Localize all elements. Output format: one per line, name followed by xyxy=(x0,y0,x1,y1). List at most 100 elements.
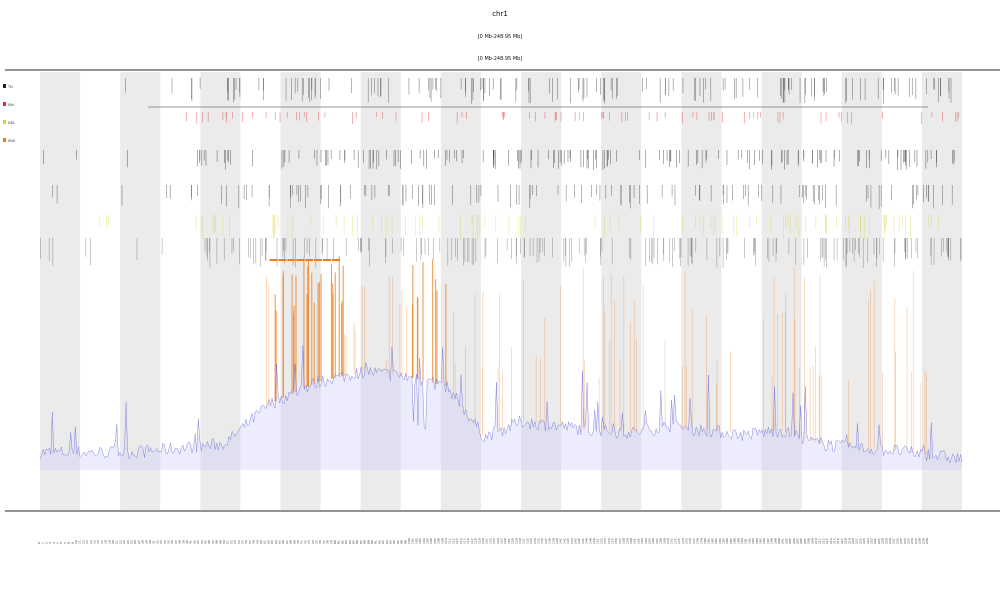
cytoband-stripe xyxy=(120,72,161,510)
legend-label: INV xyxy=(8,103,15,107)
x-tick-label: 207 xyxy=(803,538,807,544)
x-tick-label: 25 xyxy=(130,540,134,544)
x-tick-label: 34 xyxy=(163,540,167,544)
x-tick-label: 179 xyxy=(699,538,703,544)
x-tick-label: 73 xyxy=(307,540,311,544)
x-tick-label: 180 xyxy=(703,538,707,544)
x-tick-label: 62 xyxy=(266,540,270,544)
x-tick-label: 105 xyxy=(426,538,430,544)
x-tick-label: 27 xyxy=(137,540,141,544)
x-tick-label: 177 xyxy=(692,538,696,544)
x-tick-label: 162 xyxy=(636,538,640,544)
x-tick-label: 154 xyxy=(607,538,611,544)
x-tick-label: 61 xyxy=(263,540,267,544)
x-tick-label: 12 xyxy=(81,540,85,544)
x-tick-label: 161 xyxy=(633,538,637,544)
coverage-area xyxy=(39,345,963,470)
x-tick-label: 35 xyxy=(167,540,171,544)
x-tick-label: 30 xyxy=(148,540,152,544)
x-tick-label: 130 xyxy=(518,538,522,544)
legend-label: DEL xyxy=(8,121,15,125)
x-tick-label: 213 xyxy=(825,538,829,544)
x-tick-label: 72 xyxy=(303,540,307,544)
x-tick-label: 188 xyxy=(733,538,737,544)
cytoband-stripe xyxy=(360,72,401,510)
x-tick-label: 173 xyxy=(677,538,681,544)
x-tick-label: 139 xyxy=(551,538,555,544)
x-tick-label: 125 xyxy=(500,538,504,544)
x-tick-label: 109 xyxy=(440,538,444,544)
x-tick-label: 56 xyxy=(244,540,248,544)
x-tick-label: 176 xyxy=(688,538,692,544)
x-tick-label: 40 xyxy=(185,540,189,544)
x-tick-label: 186 xyxy=(725,538,729,544)
x-tick-label: 38 xyxy=(178,540,182,544)
x-tick-label: 32 xyxy=(155,540,159,544)
x-tick-label: 1 xyxy=(41,542,45,544)
x-tick-label: 184 xyxy=(718,538,722,544)
x-tick-label: 142 xyxy=(562,538,566,544)
x-tick-label: 42 xyxy=(192,540,196,544)
x-tick-label: 50 xyxy=(222,540,226,544)
x-tick-label: 141 xyxy=(559,538,563,544)
x-tick-label: 240 xyxy=(925,538,929,544)
x-tick-label: 202 xyxy=(784,538,788,544)
x-tick-label: 210 xyxy=(814,538,818,544)
x-tick-label: 17 xyxy=(100,540,104,544)
cytoband-stripe xyxy=(521,72,562,510)
x-tick-label: 108 xyxy=(437,538,441,544)
x-tick-label: 43 xyxy=(196,540,200,544)
x-tick-label: 237 xyxy=(914,538,918,544)
x-tick-label: 64 xyxy=(274,540,278,544)
x-tick-label: 224 xyxy=(866,538,870,544)
x-tick-label: 87 xyxy=(359,540,363,544)
x-tick-label: 222 xyxy=(858,538,862,544)
legend-swatch xyxy=(3,84,6,88)
x-tick-label: 104 xyxy=(422,538,426,544)
x-tick-label: 122 xyxy=(488,538,492,544)
x-tick-label: 11 xyxy=(78,540,82,544)
x-tick-label: 144 xyxy=(570,538,574,544)
x-tick-label: 238 xyxy=(918,538,922,544)
x-tick-label: 98 xyxy=(400,540,404,544)
cytoband-stripe xyxy=(921,72,962,510)
x-tick-label: 205 xyxy=(796,538,800,544)
x-tick-label: 201 xyxy=(781,538,785,544)
x-tick-label: 71 xyxy=(300,540,304,544)
x-tick-label: 191 xyxy=(744,538,748,544)
cytoband-stripe xyxy=(280,72,321,510)
x-tick-label: 228 xyxy=(881,538,885,544)
x-tick-label: 4 xyxy=(52,542,56,544)
x-tick-label: 39 xyxy=(181,540,185,544)
legend-label: TD xyxy=(7,85,13,89)
legend-swatch xyxy=(3,138,6,142)
x-tick-label: 195 xyxy=(759,538,763,544)
x-tick-label: 197 xyxy=(766,538,770,544)
x-tick-label: 113 xyxy=(455,538,459,544)
x-tick-label: 58 xyxy=(252,540,256,544)
x-tick-label: 49 xyxy=(218,540,222,544)
x-tick-label: 230 xyxy=(888,538,892,544)
legend: TD INV DEL SNV xyxy=(3,84,16,143)
x-tick-label: 123 xyxy=(492,538,496,544)
x-tick-label: 44 xyxy=(200,540,204,544)
x-tick-label: 23 xyxy=(122,540,126,544)
x-tick-label: 86 xyxy=(355,540,359,544)
x-tick-label: 29 xyxy=(144,540,148,544)
x-tick-label: 28 xyxy=(141,540,145,544)
x-tick-label: 135 xyxy=(537,538,541,544)
x-tick-label: 169 xyxy=(662,538,666,544)
x-tick-label: 235 xyxy=(907,538,911,544)
x-tick-labels: 0 1 2 3 4 5 6 7 8 9 10 11 12 13 14 15 16 17 18 19 20 21 22 23 24… xyxy=(37,538,929,544)
x-tick-label: 203 xyxy=(788,538,792,544)
x-tick-label: 51 xyxy=(226,540,230,544)
x-tick-label: 204 xyxy=(792,538,796,544)
x-tick-label: 200 xyxy=(777,538,781,544)
x-tick-label: 115 xyxy=(463,538,467,544)
x-tick-label: 192 xyxy=(747,538,751,544)
x-tick-label: 26 xyxy=(133,540,137,544)
x-tick-label: 168 xyxy=(659,538,663,544)
x-tick-label: 15 xyxy=(93,540,97,544)
x-tick-label: 59 xyxy=(255,540,259,544)
x-tick-label: 147 xyxy=(581,538,585,544)
